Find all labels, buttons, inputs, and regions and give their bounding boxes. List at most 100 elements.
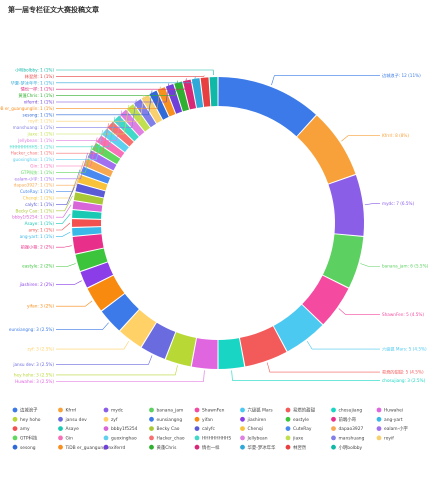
legend-item-36[interactable]: sesong	[12, 444, 36, 451]
legend-item-28[interactable]: Gin	[58, 435, 73, 442]
legend-item-19[interactable]: Asaye	[58, 426, 79, 432]
legend-swatch-29	[103, 435, 109, 441]
donut-slice-4[interactable]	[302, 275, 349, 325]
legend-item-33[interactable]: jiaxe	[285, 435, 304, 442]
legend-item-34[interactable]: manshuang	[331, 435, 365, 442]
legend-item-43[interactable]: 小明bolbby	[331, 444, 363, 451]
legend-swatch-18	[12, 426, 18, 431]
donut-slice-19[interactable]	[72, 210, 102, 219]
legend-item-22[interactable]: calyfc	[194, 426, 216, 432]
donut-slice-11[interactable]	[120, 309, 157, 347]
donut-slice-3[interactable]	[322, 234, 364, 288]
slice-label-10: jansu dev: 3 (2.5%)	[12, 362, 54, 367]
slice-label-29: guoxinghao: 1 (1%)	[13, 157, 54, 162]
donut-slice-1[interactable]	[297, 115, 356, 184]
legend-item-8[interactable]: Huwahei	[376, 407, 403, 414]
donut-slice-8[interactable]	[191, 338, 218, 369]
legend-item-21[interactable]: Becky Cao	[149, 426, 180, 432]
legend-item-23[interactable]: Chenqi	[240, 426, 263, 432]
donut-slice-24[interactable]	[80, 166, 111, 184]
donut-slice-33[interactable]	[126, 104, 151, 132]
legend-item-9[interactable]: hey hoho	[12, 416, 41, 423]
legend-item-2[interactable]: mydc	[103, 407, 124, 414]
legend-item-0[interactable]: 边城浪子	[12, 407, 39, 414]
slice-label-31: HHHHHHHHS: 1 (1%)	[10, 144, 55, 149]
donut-slice-16[interactable]	[72, 234, 104, 254]
legend-label-37: TiDB er_guangunglin	[65, 445, 112, 451]
legend-item-37[interactable]: TiDB er_guangunglin	[58, 445, 111, 451]
donut-slice-40[interactable]	[182, 79, 197, 110]
legend-item-32[interactable]: Jellybean	[240, 435, 268, 442]
legend-label-15: eastyle	[293, 417, 309, 423]
legend-item-15[interactable]: eastyle	[285, 416, 310, 423]
legend-swatch-13	[194, 416, 200, 422]
legend-item-26[interactable]: ealam-小宇	[376, 425, 409, 432]
legend-item-31[interactable]: HHHHHHHHS	[194, 435, 232, 442]
legend-label-34: manshuang	[339, 436, 365, 442]
legend-item-13[interactable]: yifan	[194, 416, 213, 423]
legend-swatch-43	[331, 444, 336, 450]
legend-item-1[interactable]: Kfrrrl	[58, 407, 76, 414]
donut-slice-18[interactable]	[72, 219, 102, 227]
leader-line-35	[56, 94, 145, 122]
legend-label-25: dapao3927	[339, 426, 364, 432]
legend-item-7[interactable]: chosujiang	[331, 407, 362, 414]
donut-slice-6[interactable]	[239, 326, 287, 367]
donut-slice-14[interactable]	[80, 262, 114, 288]
donut-slice-26[interactable]	[87, 150, 117, 171]
legend-item-27[interactable]: GTP科技	[12, 435, 38, 442]
donut-slice-17[interactable]	[72, 227, 102, 236]
donut-slice-2[interactable]	[328, 175, 364, 236]
legend-swatch-3	[149, 407, 154, 413]
donut-slice-23[interactable]	[77, 175, 108, 191]
leader-line-4	[338, 308, 380, 315]
legend-item-16[interactable]: 前端小哥	[331, 416, 357, 423]
legend-item-29[interactable]: guoxinghao	[103, 435, 137, 442]
legend-item-38[interactable]: xiferrd	[103, 445, 126, 451]
donut-slice-12[interactable]	[101, 293, 139, 331]
legend-item-6[interactable]: 易燃的甜甜	[285, 407, 316, 414]
donut-slice-22[interactable]	[75, 183, 106, 198]
legend-item-5[interactable]: 六级狐 Mars	[240, 407, 273, 414]
donut-slice-38[interactable]	[165, 84, 183, 114]
legend-item-25[interactable]: dapao3927	[331, 426, 364, 432]
legend-item-12[interactable]: eunsiangng	[149, 416, 182, 423]
donut-slice-34[interactable]	[134, 99, 157, 128]
donut-slice-7[interactable]	[218, 338, 245, 369]
legend-item-39[interactable]: 黄蓬Chris	[149, 444, 177, 451]
donut-slice-43[interactable]	[209, 77, 218, 107]
leader-line-43	[56, 69, 214, 76]
donut-slice-20[interactable]	[72, 201, 103, 212]
donut-slice-28[interactable]	[96, 135, 125, 158]
legend-label-27: GTP科技	[20, 435, 38, 442]
legend-item-14[interactable]: jiashiren	[240, 416, 266, 423]
donut-slice-21[interactable]	[73, 192, 104, 205]
slice-label-36: sesong: 1 (1%)	[23, 112, 55, 117]
legend-item-11[interactable]: zyf	[103, 416, 118, 423]
legend-item-17[interactable]: ang-yart	[376, 416, 403, 423]
donut-slice-41[interactable]	[191, 78, 204, 108]
donut-slice-36[interactable]	[149, 90, 169, 120]
donut-slice-9[interactable]	[165, 332, 197, 367]
legend-item-24[interactable]: CuteRay	[285, 426, 312, 432]
donut-slice-13[interactable]	[87, 275, 125, 311]
legend-item-42[interactable]: 林翌然	[285, 444, 307, 451]
donut-slice-32[interactable]	[120, 109, 145, 137]
legend-item-41[interactable]: 华夏-梦冰年华	[240, 444, 276, 451]
legend-item-40[interactable]: 情也一样	[194, 444, 221, 451]
donut-slice-0[interactable]	[218, 77, 316, 137]
donut-slice-10[interactable]	[141, 322, 176, 359]
legend-item-10[interactable]: jansu dev	[58, 416, 87, 423]
legend-item-30[interactable]: Hacker_chao	[149, 435, 185, 442]
donut-slice-5[interactable]	[273, 304, 323, 352]
legend-item-18[interactable]: amy	[12, 426, 30, 432]
legend-item-4[interactable]: ShawnFen	[194, 407, 225, 414]
legend-item-20[interactable]: bbby1f5254	[103, 426, 138, 432]
legend-swatch-31	[194, 435, 200, 441]
legend-item-35[interactable]: royif	[376, 435, 395, 442]
donut-slice-15[interactable]	[75, 248, 108, 271]
legend-label-2: mydc	[111, 408, 124, 414]
legend-label-40: 情也一样	[202, 444, 220, 451]
legend-item-3[interactable]: banana_jam	[149, 407, 183, 414]
donut-slice-42[interactable]	[200, 77, 211, 107]
